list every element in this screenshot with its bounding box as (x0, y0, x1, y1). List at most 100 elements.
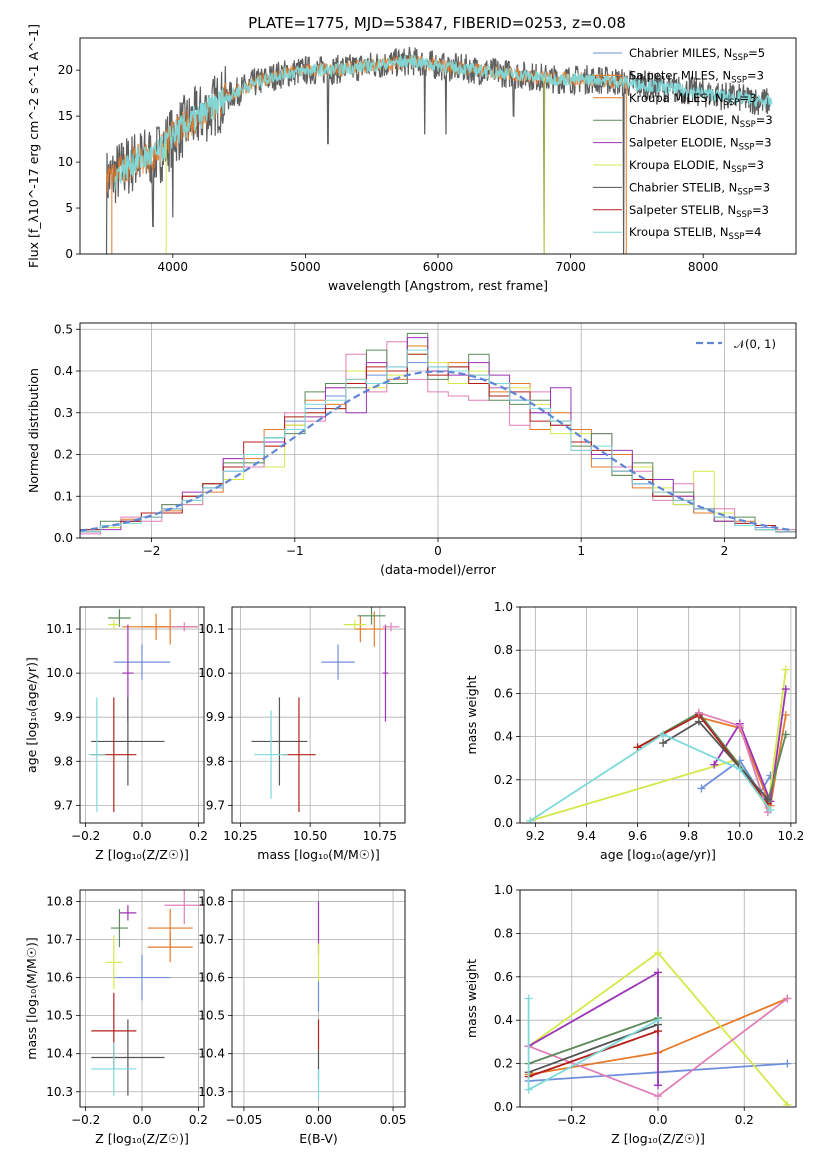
x-tick-label: 5000 (290, 260, 321, 274)
series-line (637, 711, 787, 804)
series-line (528, 1030, 659, 1078)
plot-area (524, 948, 792, 1107)
legend-entry: Chabrier MILES, NSSP=5 (629, 46, 765, 63)
y-tick-label: 10.1 (46, 622, 73, 636)
plot-area (251, 607, 400, 812)
x-axis-label: Z [log₁₀(Z/Z☉)] (95, 847, 189, 862)
x-tick-label: 0.2 (189, 1113, 208, 1127)
x-tick-label: 0.0 (132, 829, 151, 843)
y-axis-label: Flux [f_λ10^-17 erg cm^-2 s^-1 A^-1] (26, 24, 41, 268)
x-tick-label: 4000 (158, 260, 189, 274)
data-point (783, 1100, 792, 1107)
data-point (781, 685, 790, 694)
legend-entry: Salpeter ELODIE, NSSP=3 (629, 136, 772, 153)
y-tick-label: 0.8 (494, 643, 513, 657)
y-tick-label: 0.1 (54, 489, 73, 503)
x-tick-label: 0.0 (132, 1113, 151, 1127)
series-line (713, 688, 787, 805)
x-axis-label: Z [log₁₀(Z/Z☉)] (95, 1131, 189, 1146)
y-tick-label: 10.8 (46, 894, 73, 908)
y-tick-label: 15 (58, 109, 73, 123)
data-point (654, 968, 662, 977)
y-tick-label: 10.6 (198, 971, 225, 985)
panel-mass_weight_vs_Z: −0.2 0.0 0.2 0.0 0.2 0.4 0.6 0.8 1.0 Z [log₁₀(Z/Z… (464, 883, 797, 1146)
y-tick-label: 0.3 (54, 406, 73, 420)
data-point (763, 795, 772, 804)
y-tick-label: 0.6 (494, 686, 513, 700)
data-point (735, 765, 744, 773)
x-tick-label: 0.00 (305, 1113, 332, 1127)
y-tick-label: 9.9 (206, 710, 225, 724)
x-tick-label: 8000 (688, 260, 719, 274)
y-tick-label: 0.0 (494, 816, 513, 830)
x-tick-label: 0 (434, 544, 442, 558)
axes-frame (79, 889, 205, 1108)
series-line (700, 759, 772, 795)
data-point (781, 665, 790, 674)
x-tick-label: 6000 (423, 260, 454, 274)
data-point (524, 994, 533, 1003)
y-axis-label: Normed distribution (26, 368, 41, 493)
y-tick-label: 9.8 (206, 754, 225, 768)
data-point (697, 784, 706, 793)
x-tick-label: 1 (577, 544, 585, 558)
panel-mass_vs_Z: −0.2 0.0 0.2 10.3 10.4 10.5 10.6 10.7 10.8 Z [log… (24, 889, 208, 1146)
y-tick-label: 10.1 (198, 622, 225, 636)
y-axis-label: mass [log₁₀(M/M☉)] (24, 937, 39, 1059)
plot-area (88, 609, 199, 812)
y-tick-label: 0.2 (54, 448, 73, 462)
y-tick-label: 10.3 (198, 1085, 225, 1099)
plot-area (105, 47, 773, 254)
panel-mass_weight_vs_age: 9.2 9.4 9.6 9.8 10.0 10.2 0.0 0.2 0.4 0.6 0.8 1.0 ag… (464, 600, 804, 862)
data-point (766, 806, 775, 815)
y-tick-label: 10.4 (198, 1047, 225, 1061)
x-axis-label: Z [log₁₀(Z/Z☉)] (611, 1131, 705, 1146)
y-tick-label: 0 (65, 247, 73, 261)
legend-entry: Kroupa STELIB, NSSP=4 (629, 225, 761, 242)
x-tick-label: 10.75 (363, 829, 397, 843)
data-point (654, 1081, 662, 1090)
x-axis-label: wavelength [Angstrom, rest frame] (328, 278, 548, 293)
data-point (783, 1059, 792, 1068)
y-tick-label: 10.5 (198, 1009, 225, 1023)
x-tick-label: 0.0 (648, 1113, 667, 1127)
x-tick-label: −1 (286, 544, 304, 558)
x-tick-label: 10.25 (223, 829, 257, 843)
data-point (659, 730, 668, 739)
axes-frame (519, 606, 797, 824)
x-tick-label: −0.2 (71, 1113, 100, 1127)
normal-curve (80, 370, 794, 532)
y-tick-label: 9.7 (206, 798, 225, 812)
axes-frame (231, 889, 406, 1108)
y-tick-label: 0.6 (494, 970, 513, 984)
series-line (529, 733, 772, 822)
legend-entry: Salpeter MILES, NSSP=3 (629, 68, 764, 85)
panel-age_vs_Z: −0.2 0.0 0.2 9.7 9.8 9.9 10.0 10.1 Z [log₁₀(Z/Z☉… (24, 606, 208, 862)
y-tick-label: 10.7 (198, 932, 225, 946)
y-tick-label: 10 (58, 155, 73, 169)
x-axis-label: mass [log₁₀(M/M☉)] (257, 847, 379, 862)
histogram-series (80, 349, 796, 533)
axes-frame (79, 37, 797, 255)
panel-age_vs_mass: 10.25 10.50 10.75 9.7 9.8 9.9 10.0 10.1 mass [lo… (198, 606, 406, 862)
y-tick-label: 0.0 (494, 1100, 513, 1114)
y-tick-label: 0.4 (494, 730, 513, 744)
y-tick-label: 0.2 (494, 1057, 513, 1071)
x-tick-label: 0.2 (735, 1113, 754, 1127)
legend-entry: Salpeter STELIB, NSSP=3 (629, 203, 769, 220)
y-tick-label: 9.9 (54, 710, 73, 724)
y-tick-label: 0.4 (54, 364, 73, 378)
data-point (735, 721, 744, 730)
x-axis-label: (data-model)/error (380, 562, 497, 577)
data-point (654, 948, 662, 957)
series-line (528, 1017, 659, 1065)
data-point (781, 730, 790, 739)
x-tick-label: 9.4 (577, 829, 596, 843)
axes-frame (79, 322, 797, 539)
y-tick-label: 9.7 (54, 798, 73, 812)
y-tick-label: 0.2 (494, 773, 513, 787)
data-point (710, 760, 719, 769)
x-tick-label: 9.8 (679, 829, 698, 843)
x-tick-label: 10.2 (778, 829, 805, 843)
